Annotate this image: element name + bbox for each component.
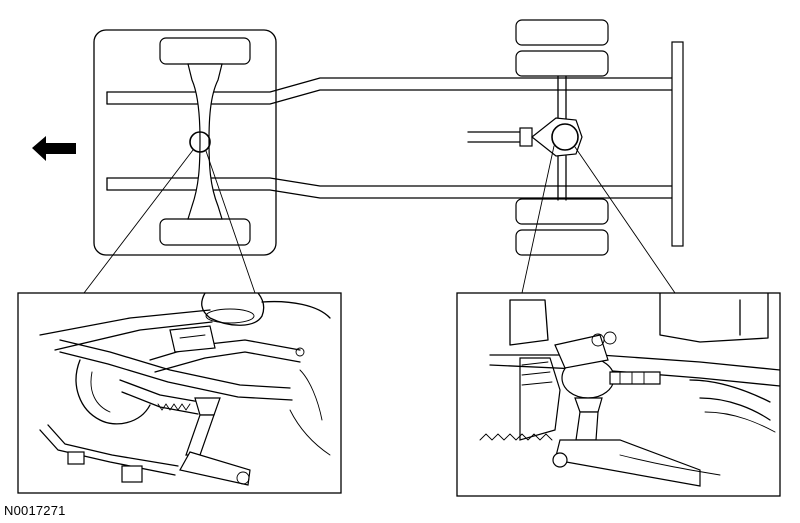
callout-leaders [83,145,676,294]
front-left-wheel [159,37,251,65]
left-arrow-icon [32,136,76,161]
rear-left-inner-wheel [515,50,609,77]
rear-left-outer-wheel [515,19,609,46]
rear-right-inner-wheel [515,198,609,225]
front-jack-detail [17,292,342,494]
magnifier-circle-icon [551,123,579,151]
rear-jack-detail [456,292,781,497]
figure-reference-code: N0017271 [4,503,66,518]
chassis-frame [93,19,684,256]
magnifier-circle-icon [189,131,211,153]
front-right-wheel [159,218,251,246]
rear-right-outer-wheel [515,229,609,256]
